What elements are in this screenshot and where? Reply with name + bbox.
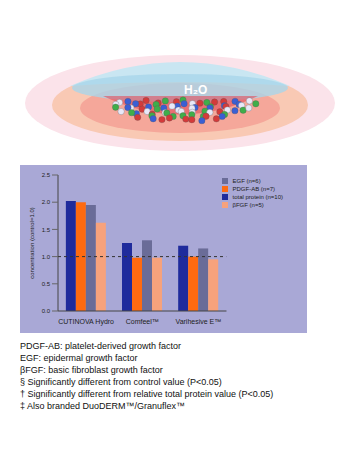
html-text:βFGF: basic fibroblast growth: βFGF: basic fibroblast growth factor: [20, 365, 163, 375]
html-text:EGF: epidermal growth factor: EGF: epidermal growth factor: [20, 353, 138, 363]
html-text:PDGF-AB: platelet-derived grow: PDGF-AB: platelet-derived growth factor: [20, 341, 182, 351]
svg-text:concentration (control=1.0): concentration (control=1.0): [29, 207, 35, 279]
svg-text:1.5: 1.5: [42, 227, 51, 233]
svg-text:H₂O: H₂O: [184, 83, 207, 97]
svg-text:1.0: 1.0: [42, 254, 51, 260]
svg-text:CUTINOVA Hydro: CUTINOVA Hydro: [58, 318, 114, 326]
svg-text:0.5: 0.5: [42, 281, 51, 287]
html-text:† Significantly different from: † Significantly different from relative …: [20, 389, 274, 399]
svg-text:Varihesive E™: Varihesive E™: [176, 318, 222, 325]
html-text:‡ Also branded DuoDERM™/Granuf: ‡ Also branded DuoDERM™/Granuflex™: [20, 401, 186, 411]
html-text:§ Significantly different from: § Significantly different from control v…: [20, 377, 222, 387]
html-text:βFGF (n=5): βFGF (n=5): [232, 202, 264, 208]
html-text:PDGF-AB (n=7): PDGF-AB (n=7): [232, 186, 275, 192]
html-text:EGF (n=6): EGF (n=6): [232, 178, 261, 184]
svg-text:2.0: 2.0: [42, 199, 51, 205]
svg-text:2.5: 2.5: [42, 172, 51, 178]
html-text:total protein (n=10): total protein (n=10): [232, 194, 283, 200]
svg-text:0.0: 0.0: [42, 308, 51, 314]
svg-text:Comfeel™: Comfeel™: [126, 318, 159, 325]
